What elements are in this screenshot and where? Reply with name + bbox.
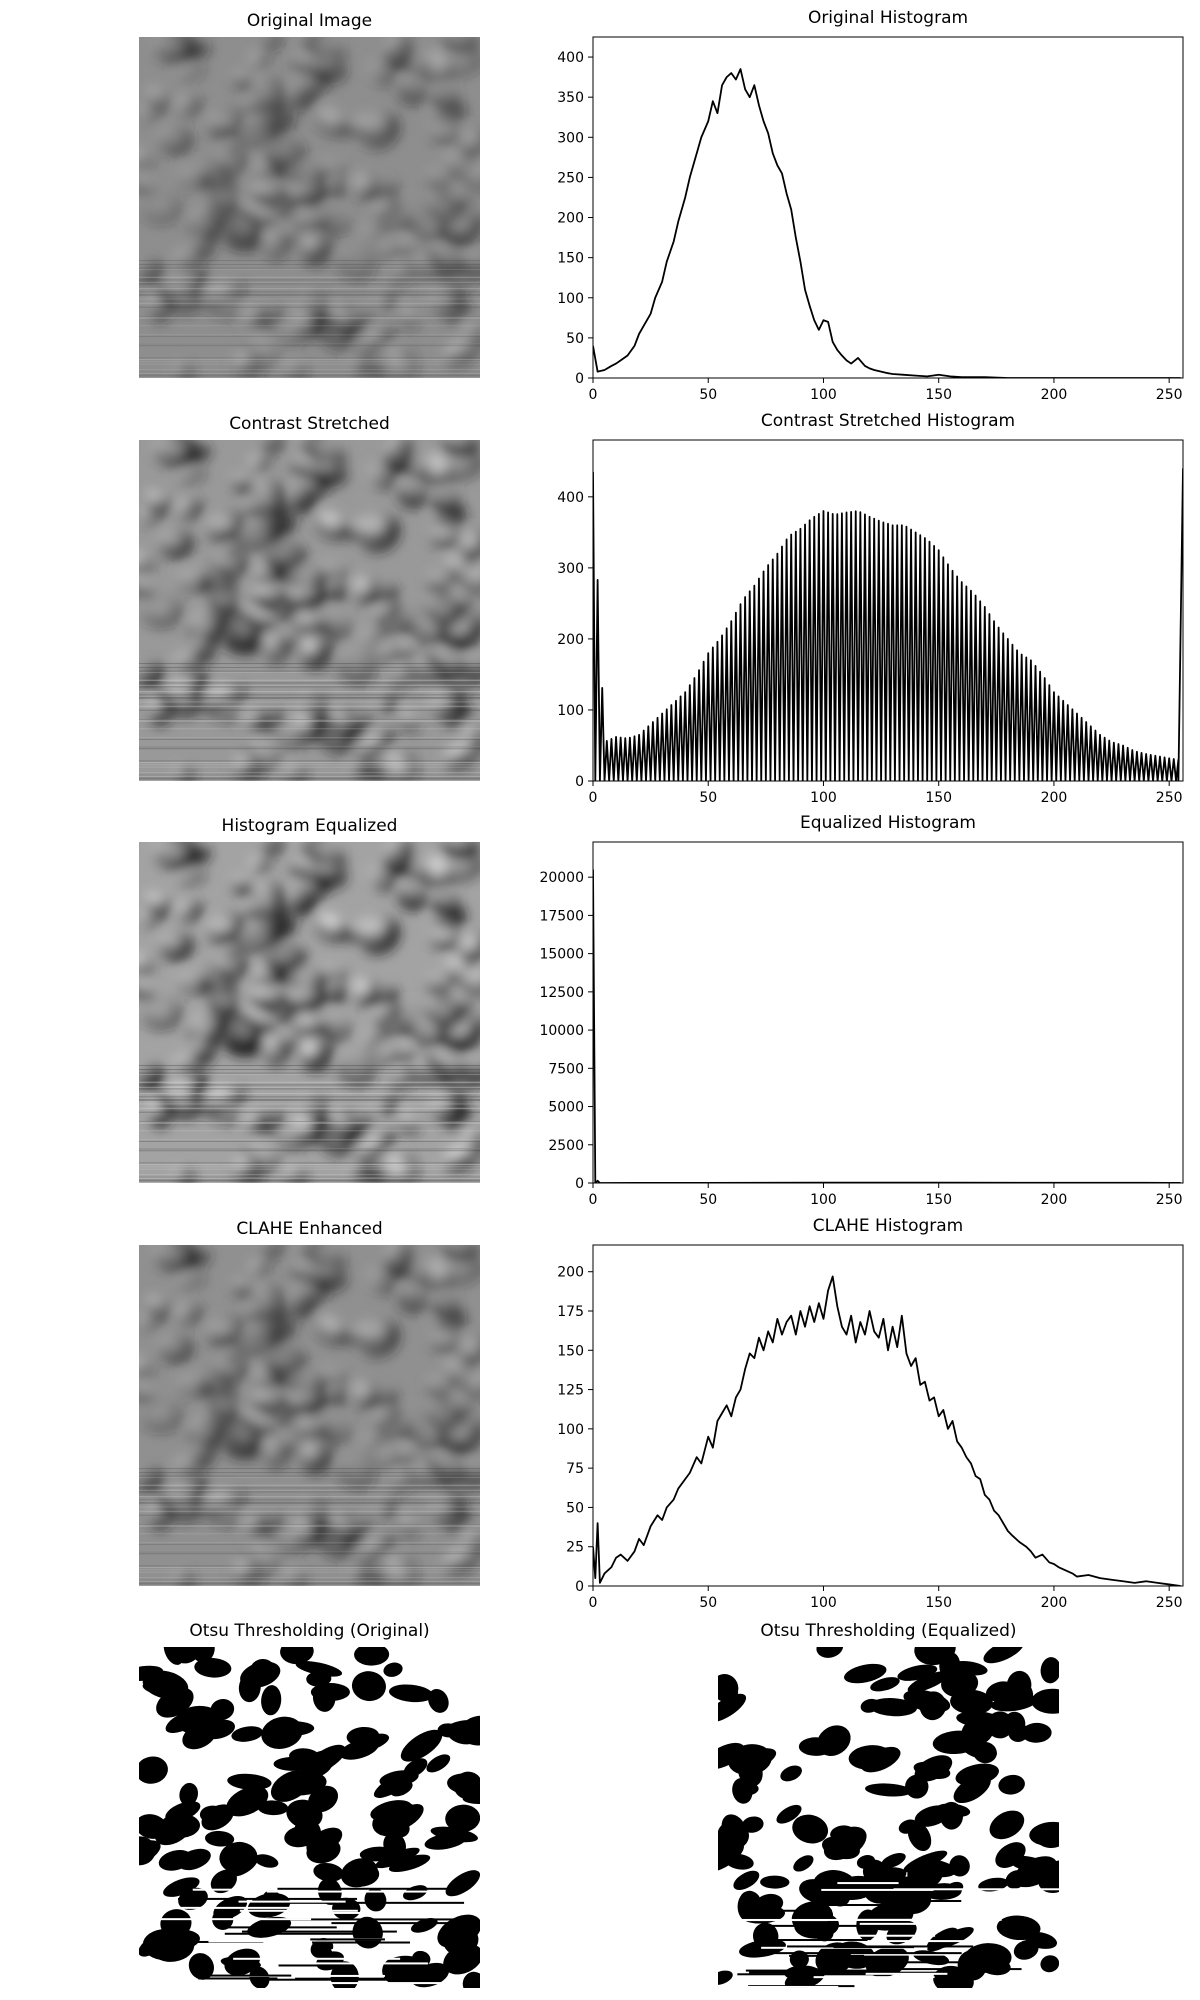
clahe-enhanced-canvas — [139, 1245, 480, 1586]
original-image — [139, 37, 480, 378]
equalized_histogram-xtick-label: 0 — [589, 1192, 598, 1208]
equalized_histogram-ytick-label: 10000 — [539, 1023, 584, 1039]
contrast_stretched_histogram-xtick-label: 150 — [925, 790, 952, 806]
equalized_histogram-ytick-label: 17500 — [539, 908, 584, 924]
clahe_histogram-ytick-label: 125 — [557, 1383, 584, 1399]
otsu-original-title: Otsu Thresholding (Original) — [189, 1621, 430, 1641]
clahe_histogram-xtick-label: 50 — [699, 1595, 717, 1611]
original_histogram-ytick-label: 200 — [557, 211, 584, 227]
equalized_histogram-series-line — [593, 869, 1181, 1183]
clahe_histogram-xtick-label: 250 — [1156, 1595, 1183, 1611]
clahe-enhanced-title: CLAHE Enhanced — [236, 1219, 383, 1239]
equalized_histogram-xtick-label: 50 — [699, 1192, 717, 1208]
clahe_histogram-xtick-label: 150 — [925, 1595, 952, 1611]
clahe_histogram-ytick-label: 150 — [557, 1343, 584, 1359]
contrast_stretched_histogram-xtick-label: 50 — [699, 790, 717, 806]
texture-blobs — [139, 37, 480, 378]
clahe_histogram-ytick-label: 0 — [575, 1579, 584, 1595]
otsu-original-canvas — [139, 1647, 480, 1988]
clahe_histogram-xtick-label: 100 — [810, 1595, 837, 1611]
equalized_histogram-ytick-label: 20000 — [539, 870, 584, 886]
clahe_histogram-ytick-label: 175 — [557, 1304, 584, 1320]
texture-blobs — [139, 842, 480, 1183]
otsu-equalized-image — [718, 1647, 1059, 1988]
original_histogram-xtick-label: 50 — [699, 387, 717, 403]
contrast_stretched_histogram-ytick-label: 0 — [575, 774, 584, 790]
original_histogram-frame — [592, 36, 1184, 379]
equalized_histogram-title: Equalized Histogram — [800, 813, 976, 833]
contrast-stretched-image — [139, 440, 480, 781]
clahe_histogram-ytick-label: 50 — [566, 1500, 584, 1516]
clahe_histogram-xtick-label: 200 — [1041, 1595, 1068, 1611]
otsu-original-image — [139, 1647, 480, 1988]
contrast_stretched_histogram-series-line — [593, 468, 1183, 781]
equalized_histogram-frame — [592, 841, 1184, 1184]
contrast_stretched_histogram-xtick-label: 0 — [589, 790, 598, 806]
equalized_histogram-ytick-label: 15000 — [539, 947, 584, 963]
clahe_histogram-ytick-label: 200 — [557, 1265, 584, 1281]
contrast_stretched_histogram-chart: Contrast Stretched Histogram 0 50 100 150 200… — [557, 411, 1184, 806]
original_histogram-ytick-label: 150 — [557, 251, 584, 267]
equalized_histogram-xtick-label: 200 — [1041, 1192, 1068, 1208]
contrast_stretched_histogram-xtick-label: 100 — [810, 790, 837, 806]
histogram-equalized-image — [139, 842, 480, 1183]
original_histogram-series-line — [593, 68, 1181, 378]
clahe-enhanced-image — [139, 1245, 480, 1586]
equalized_histogram-xtick-label: 100 — [810, 1192, 837, 1208]
contrast_stretched_histogram-xtick-label: 250 — [1156, 790, 1183, 806]
original_histogram-ytick-label: 100 — [557, 291, 584, 307]
equalized_histogram-ytick-label: 5000 — [548, 1100, 584, 1116]
original_histogram-xtick-label: 200 — [1041, 387, 1068, 403]
texture-blobs — [139, 1245, 480, 1586]
contrast_stretched_histogram-xtick-label: 200 — [1041, 790, 1068, 806]
binary-blobs — [139, 1647, 480, 1988]
equalized_histogram-ytick-label: 2500 — [548, 1138, 584, 1154]
original_histogram-xtick-label: 100 — [810, 387, 837, 403]
clahe_histogram-chart: CLAHE Histogram 0 50 100 150 200 250 0 25 50 75 100… — [557, 1216, 1184, 1611]
contrast_stretched_histogram-frame — [592, 439, 1184, 782]
clahe_histogram-series-line — [593, 1275, 1181, 1586]
histogram-equalized-title: Histogram Equalized — [221, 816, 398, 836]
original_histogram-ytick-label: 350 — [557, 90, 584, 106]
equalized_histogram-xtick-label: 250 — [1156, 1192, 1183, 1208]
equalized_histogram-ytick-label: 7500 — [548, 1061, 584, 1077]
contrast_stretched_histogram-ytick-label: 400 — [557, 490, 584, 506]
contrast_stretched_histogram-ytick-label: 200 — [557, 632, 584, 648]
original_histogram-ytick-label: 400 — [557, 50, 584, 66]
clahe_histogram-title: CLAHE Histogram — [813, 1216, 963, 1236]
clahe_histogram-ytick-label: 75 — [566, 1461, 584, 1477]
clahe_histogram-xtick-label: 0 — [589, 1595, 598, 1611]
original_histogram-ytick-label: 0 — [575, 371, 584, 387]
texture-blobs — [139, 440, 480, 781]
original-image-canvas — [139, 37, 480, 378]
histogram-equalized-canvas — [139, 842, 480, 1183]
clahe_histogram-frame — [592, 1244, 1184, 1587]
equalized_histogram-ytick-label: 12500 — [539, 985, 584, 1001]
original_histogram-chart: Original Histogram 0 50 100 150 200 250 0 50 100 1… — [557, 8, 1184, 403]
contrast_stretched_histogram-ytick-label: 100 — [557, 703, 584, 719]
original_histogram-xtick-label: 0 — [589, 387, 598, 403]
equalized_histogram-ytick-label: 0 — [575, 1176, 584, 1192]
original_histogram-ytick-label: 250 — [557, 170, 584, 186]
original_histogram-ytick-label: 50 — [566, 331, 584, 347]
clahe_histogram-ytick-label: 25 — [566, 1540, 584, 1556]
contrast_stretched_histogram-title: Contrast Stretched Histogram — [761, 411, 1015, 431]
clahe_histogram-ytick-label: 100 — [557, 1422, 584, 1438]
otsu-equalized-title: Otsu Thresholding (Equalized) — [760, 1621, 1017, 1641]
otsu-equalized-canvas — [718, 1647, 1059, 1988]
equalized_histogram-xtick-label: 150 — [925, 1192, 952, 1208]
original_histogram-title: Original Histogram — [808, 8, 968, 28]
original-image-title: Original Image — [246, 11, 373, 31]
contrast-stretched-canvas — [139, 440, 480, 781]
original_histogram-ytick-label: 300 — [557, 130, 584, 146]
original_histogram-xtick-label: 150 — [925, 387, 952, 403]
contrast-stretched-title: Contrast Stretched — [229, 414, 390, 434]
contrast_stretched_histogram-ytick-label: 300 — [557, 561, 584, 577]
original_histogram-xtick-label: 250 — [1156, 387, 1183, 403]
